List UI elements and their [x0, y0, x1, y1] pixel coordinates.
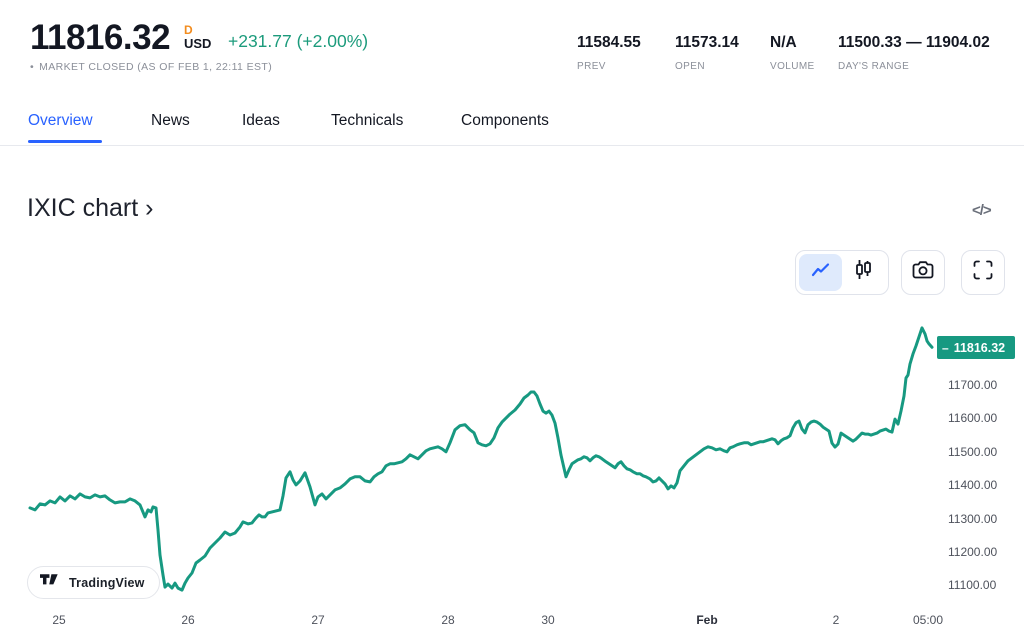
x-axis-label: 05:00: [912, 613, 944, 627]
tab-news[interactable]: News: [151, 112, 190, 129]
y-axis-label: 11100.00: [948, 578, 997, 592]
interval-badge[interactable]: D: [184, 23, 193, 37]
price-tick-dash-icon: –: [942, 340, 949, 355]
price-chart-canvas[interactable]: [0, 310, 1024, 610]
price-line-series: [28, 326, 934, 592]
tradingview-brand-text: TradingView: [69, 575, 145, 590]
last-price-badge: – 11816.32: [937, 336, 1015, 359]
stat-label: PREV: [577, 61, 606, 72]
stat-value: N/A: [770, 34, 797, 51]
x-axis-label: 30: [541, 613, 555, 627]
tradingview-attribution[interactable]: TradingView: [27, 566, 160, 599]
x-axis-label: 2: [832, 613, 840, 627]
snapshot-button[interactable]: [901, 250, 945, 295]
stat-label: OPEN: [675, 61, 705, 72]
x-axis-label: 27: [311, 613, 325, 627]
price-unit-block: D USD: [184, 23, 212, 52]
y-axis-label: 11500.00: [948, 445, 998, 459]
camera-icon: [912, 260, 934, 285]
x-axis-label: 25: [52, 613, 66, 627]
x-axis-label: 28: [441, 613, 455, 627]
y-axis-label: 11700.00: [948, 378, 998, 392]
line-chart-icon: [811, 262, 831, 283]
stat-label: DAY'S RANGE: [838, 61, 910, 72]
tab-ideas[interactable]: Ideas: [242, 112, 280, 129]
stat-volume: N/A VOLUME: [770, 34, 815, 72]
stat-prev: 11584.55 PREV: [577, 34, 641, 72]
tab-technicals[interactable]: Technicals: [331, 112, 404, 129]
y-axis-label: 11600.00: [948, 411, 998, 425]
active-tab-underline: [28, 140, 102, 143]
stat-value: 11500.33 — 11904.02: [838, 34, 990, 51]
y-axis-label: 11200.00: [948, 545, 998, 559]
line-chart-button[interactable]: [799, 254, 842, 291]
y-axis-label: 11400.00: [948, 478, 998, 492]
tabs-divider: [0, 145, 1024, 146]
stat-value: 11573.14: [675, 34, 739, 51]
market-status: • MARKET CLOSED (AS OF FEB 1, 22:11 EST): [30, 61, 272, 73]
candlestick-chart-button[interactable]: [842, 254, 885, 291]
tab-overview[interactable]: Overview: [28, 112, 93, 129]
stat-open: 11573.14 OPEN: [675, 34, 739, 72]
last-price-badge-value: 11816.32: [953, 340, 1006, 355]
embed-code-icon[interactable]: </>: [972, 202, 992, 219]
last-price: 11816.32: [30, 18, 171, 57]
chart-type-switcher: [795, 250, 889, 295]
price-change: +231.77 (+2.00%): [228, 31, 369, 51]
x-axis-label: 26: [181, 613, 195, 627]
currency-label: USD: [184, 36, 212, 52]
y-axis-label: 11300.00: [948, 512, 998, 526]
candlestick-icon: [855, 259, 872, 286]
stat-value: 11584.55: [577, 34, 641, 51]
chart-section-title[interactable]: IXIC chart ›: [27, 194, 154, 222]
fullscreen-button[interactable]: [961, 250, 1005, 295]
fullscreen-icon: [973, 260, 993, 285]
x-axis-label: Feb: [696, 613, 718, 627]
stat-label: VOLUME: [770, 61, 815, 72]
status-bullet-icon: •: [30, 61, 35, 73]
tradingview-logo-icon: [40, 573, 62, 592]
market-status-text: MARKET CLOSED (AS OF FEB 1, 22:11 EST): [39, 61, 273, 73]
stat-days-range: 11500.33 — 11904.02 DAY'S RANGE: [838, 34, 990, 72]
tab-components[interactable]: Components: [461, 112, 549, 129]
